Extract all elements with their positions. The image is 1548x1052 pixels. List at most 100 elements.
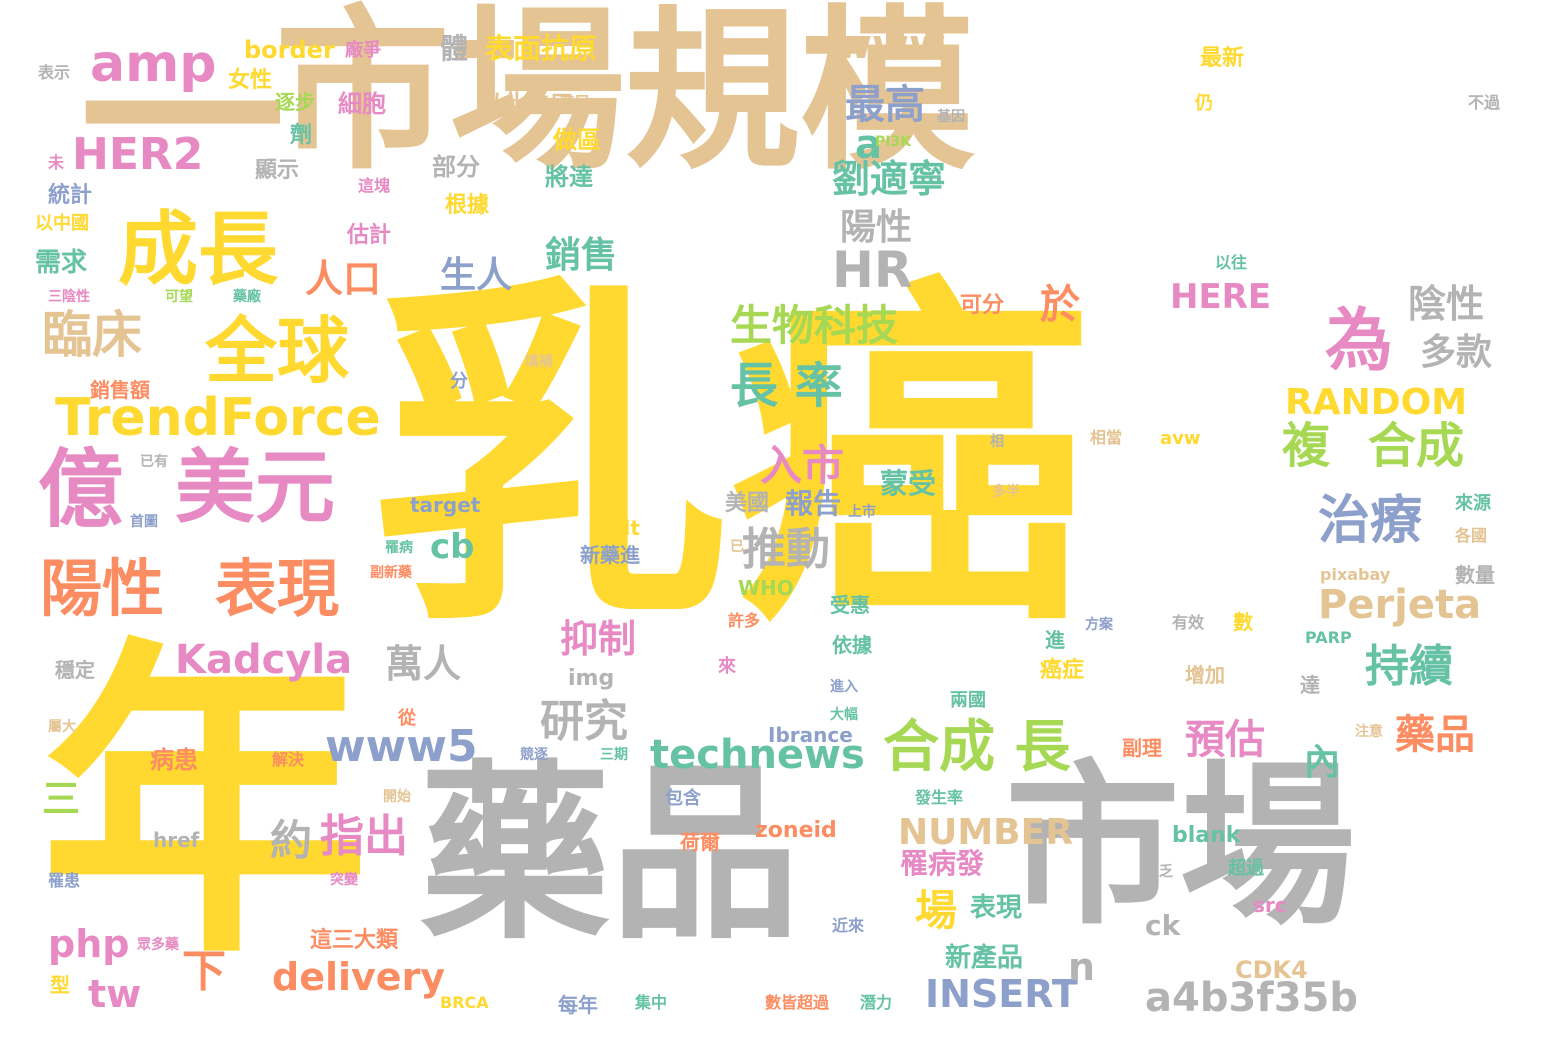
word: 最高	[845, 82, 925, 128]
word: 從	[398, 708, 416, 729]
word: 開始	[383, 789, 411, 805]
word: 來	[718, 656, 736, 677]
word: alt	[610, 516, 640, 540]
word: border	[244, 36, 335, 64]
word: 病患	[150, 746, 198, 774]
word: 藥品	[1395, 712, 1475, 758]
word: 進入	[830, 679, 858, 695]
word: 穩定	[55, 658, 95, 682]
word: blank	[1172, 823, 1241, 848]
word: src	[1253, 893, 1287, 917]
word: 超過	[1228, 858, 1264, 879]
word: 荷爾	[680, 830, 720, 854]
word: 突變	[330, 872, 358, 888]
word: 市場	[1005, 746, 1355, 949]
word: 分	[450, 371, 468, 392]
word: 大幅	[830, 707, 858, 723]
word: 集中	[635, 993, 668, 1012]
word: 推動	[742, 524, 830, 575]
word: NUMBER	[898, 812, 1073, 853]
word: 這三大類	[310, 928, 399, 953]
word: 治療	[1318, 491, 1423, 551]
word: 這塊	[358, 176, 391, 195]
word: pixabay	[1320, 565, 1391, 584]
word: 內	[1304, 742, 1341, 783]
word: PARP	[1305, 628, 1352, 647]
word: 發生率	[915, 788, 964, 807]
word: n	[1068, 945, 1096, 989]
word: PI3K	[875, 134, 912, 150]
word: 三期	[600, 747, 628, 763]
word: 統計	[48, 183, 93, 208]
word: 眾多藥	[137, 937, 179, 953]
word: 癌症	[1040, 658, 1085, 683]
word: TrendForce	[55, 388, 381, 448]
word: php	[48, 922, 130, 966]
word: 許多	[728, 611, 761, 630]
word: 以中國	[35, 213, 89, 234]
word: 複	[1282, 418, 1331, 474]
word: tw	[88, 972, 142, 1016]
word: 生物科技	[730, 301, 899, 350]
word: 陰性	[1408, 282, 1485, 326]
word: 包含	[665, 788, 701, 809]
word: avw	[1160, 428, 1201, 449]
word: 屬大	[48, 719, 76, 735]
word: 副理	[1122, 736, 1162, 760]
word: 逐步	[275, 90, 315, 114]
word: 估計	[347, 223, 392, 248]
word: 億	[38, 441, 124, 540]
word: 眾多	[178, 859, 206, 875]
word: 數量	[1455, 563, 1495, 587]
word: 罹病發	[900, 847, 985, 880]
word: 各國	[1455, 526, 1488, 545]
word: Ibrance	[768, 723, 853, 747]
word: 藥品	[420, 744, 801, 965]
word: 萬人	[385, 642, 462, 686]
word: 於	[1040, 282, 1080, 328]
word: 已	[730, 539, 744, 555]
word: 報告	[785, 487, 842, 520]
word: 三陰性	[48, 289, 90, 305]
word: 合成	[1368, 418, 1465, 474]
word: 場	[915, 886, 958, 935]
word: 最新	[1200, 46, 1245, 71]
word: 女性	[228, 68, 273, 93]
word: 不過	[1468, 93, 1501, 112]
word: 表面抗原	[485, 32, 598, 65]
word: 達	[1300, 673, 1320, 697]
word: 美國	[725, 491, 770, 516]
word: 研究	[540, 696, 628, 747]
word: 顯示	[255, 158, 300, 183]
word: 陽性	[40, 552, 165, 625]
word: HERE	[1170, 277, 1272, 317]
word: 部分	[432, 153, 480, 181]
word: 副新藥	[370, 565, 412, 581]
word: HER2	[72, 129, 204, 180]
word: 將達	[545, 163, 593, 191]
word: 表現	[215, 552, 340, 625]
word: 陽性	[840, 207, 913, 248]
word: 解決	[272, 750, 305, 769]
word: target	[410, 493, 481, 517]
word: 數皆超過	[765, 993, 830, 1012]
word: 長 率	[730, 358, 843, 414]
word: 人口	[305, 257, 382, 301]
word: 首圖	[130, 514, 158, 530]
word: 競逐	[520, 747, 548, 763]
word: 市場規模	[275, 0, 975, 194]
word: 未	[48, 153, 65, 172]
word: 約	[270, 816, 313, 865]
word: 近來	[832, 916, 865, 935]
word: 多款	[1420, 332, 1493, 373]
word: 可分	[960, 293, 1005, 318]
word: 銷售	[545, 235, 618, 276]
word: 依據	[832, 633, 872, 657]
word: 成長	[118, 203, 278, 296]
word: www	[835, 22, 946, 68]
word: 持續	[1365, 641, 1453, 692]
word: WHO	[738, 576, 794, 600]
word: 預估	[1185, 717, 1265, 763]
word: 藥廠	[233, 289, 261, 305]
word: 劉適寧	[832, 157, 947, 201]
